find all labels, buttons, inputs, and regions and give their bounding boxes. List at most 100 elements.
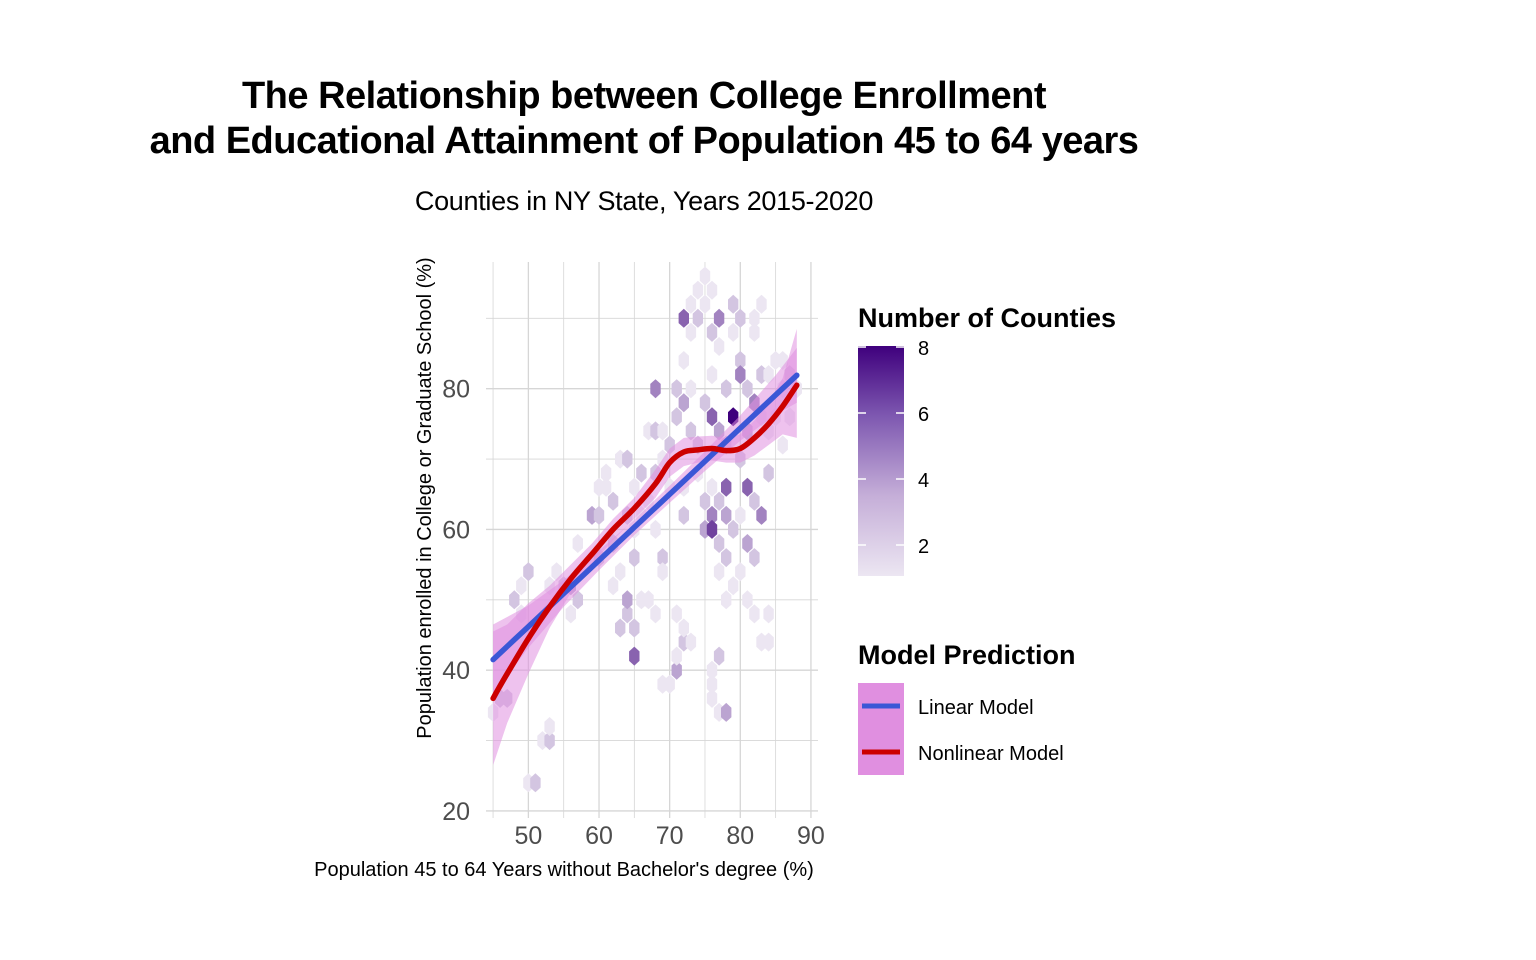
model-legend-item-linear: Linear Model <box>858 683 1034 729</box>
hexbin-cell <box>742 477 753 497</box>
hexbin-cell <box>692 280 704 300</box>
hexbin-cell <box>721 505 732 525</box>
hexbin-cell <box>713 337 725 356</box>
y-axis-label: Population enrolled in College or Gradua… <box>414 257 436 738</box>
hexbin-cell <box>756 294 767 314</box>
hexbin-cell <box>721 590 732 610</box>
hexbin-cell <box>671 646 682 666</box>
hexbin-cell <box>721 379 732 399</box>
hexbin-cell <box>650 379 661 399</box>
hexbin-cell <box>629 646 640 666</box>
fill-legend-title: Number of Counties <box>858 303 1116 333</box>
hexbin-cell <box>622 604 633 624</box>
y-tick-label: 60 <box>442 516 470 544</box>
x-axis-label: Population 45 to 64 Years without Bachel… <box>314 859 814 881</box>
hexbin-cell <box>629 618 640 638</box>
chart-title: The Relationship between College Enrollm… <box>94 74 1194 164</box>
hexbin-cell <box>749 322 760 342</box>
hexbin-cell <box>713 646 725 666</box>
hexbin-cell <box>516 576 527 596</box>
x-tick-label: 80 <box>726 822 754 850</box>
hexbin-cell <box>636 463 647 483</box>
y-tick-label: 40 <box>442 657 470 685</box>
hexbin-cell <box>629 548 640 568</box>
hexbin-cell <box>685 294 697 314</box>
model-legend-label: Linear Model <box>918 697 1034 719</box>
nonlinear-model-line <box>490 382 800 702</box>
hexbin-cell <box>572 590 583 610</box>
y-axis-ticks: 20 40 60 80 <box>442 376 470 826</box>
hexbin-cell <box>643 590 654 610</box>
hexbin-cell <box>678 505 689 525</box>
hexbin-cell <box>678 393 689 413</box>
hexbin-cell <box>763 463 774 483</box>
hexbin-cell <box>749 308 760 328</box>
hexbin-cell <box>699 294 711 314</box>
hexbin-cell <box>622 449 633 469</box>
confidence-bands <box>493 328 797 766</box>
hexbin-cell <box>685 421 697 441</box>
hexbin-cell <box>706 674 718 694</box>
x-tick-label: 90 <box>797 822 825 850</box>
hexbin-cell <box>685 632 697 652</box>
hexbin-cell <box>678 351 689 370</box>
hexbin-cell <box>728 576 739 596</box>
hexbin-cell <box>600 463 612 483</box>
hexbin-cell <box>650 519 661 539</box>
hexbin-cell <box>735 562 746 582</box>
hexbin-cell <box>706 407 718 427</box>
plot-gridlines <box>486 262 818 818</box>
hexbin-cell <box>629 477 640 497</box>
hexbin-cell <box>692 308 704 328</box>
chart-subtitle: Counties in NY State, Years 2015-2020 <box>414 186 874 216</box>
hexbin-cell <box>671 407 682 427</box>
hexbin-cell <box>713 308 725 328</box>
hexbin-cell <box>713 562 725 582</box>
fill-legend-break-label: 8 <box>918 338 929 360</box>
hexbin-cell <box>742 379 753 399</box>
hexbin-cell <box>657 548 668 568</box>
hexbin-cell <box>530 773 541 793</box>
x-axis-ticks: 50 60 70 80 90 <box>514 822 824 850</box>
hexbin-cell <box>721 477 732 497</box>
chart-title-line-1: The Relationship between College Enrollm… <box>241 75 1047 117</box>
hexbin-cell <box>671 379 682 399</box>
hexbin-cell <box>678 308 689 328</box>
chart-title-line-2: and Educational Attainment of Population… <box>149 120 1139 162</box>
hexbin-cell <box>749 548 760 568</box>
hexbin-cell <box>721 548 732 568</box>
hexbin-cell <box>544 717 555 736</box>
model-legend-item-nonlinear: Nonlinear Model <box>858 729 1064 775</box>
hexbin-cell <box>671 660 682 680</box>
hexbin-cell <box>763 632 774 652</box>
hexbin-cell <box>756 505 767 525</box>
hexbin-cell <box>565 604 576 624</box>
hexbin-cell <box>706 505 718 525</box>
hexbin-cell <box>671 604 682 624</box>
hexbin-cell <box>544 731 555 751</box>
fill-legend-breaks: 8 6 4 2 <box>858 338 929 558</box>
model-lines <box>490 372 800 702</box>
y-tick-label: 20 <box>442 798 470 826</box>
fill-legend-colorbar <box>858 346 904 576</box>
hexbin-cell <box>678 618 689 638</box>
hexbin-cell <box>607 491 619 511</box>
nonlinear-model-confidence-band <box>493 328 797 766</box>
hexbin-cell <box>749 491 760 511</box>
hexbin-cell <box>706 365 718 385</box>
hexbin-cell <box>706 322 718 342</box>
hexbin-cell <box>742 590 753 610</box>
hexbin-cell <box>742 534 753 553</box>
fill-legend-break-label: 4 <box>918 470 929 492</box>
hexbin-cell <box>664 674 675 694</box>
hexbin-cell <box>713 534 725 553</box>
hexbin-cell <box>593 505 605 525</box>
x-tick-label: 60 <box>585 822 613 850</box>
hexbin-cell <box>706 477 718 497</box>
hexbin-cell <box>721 702 732 722</box>
hexbin-cell <box>735 308 746 328</box>
hexbin-cell <box>607 576 619 596</box>
y-tick-label: 80 <box>442 376 470 404</box>
model-legend-label: Nonlinear Model <box>918 743 1064 765</box>
